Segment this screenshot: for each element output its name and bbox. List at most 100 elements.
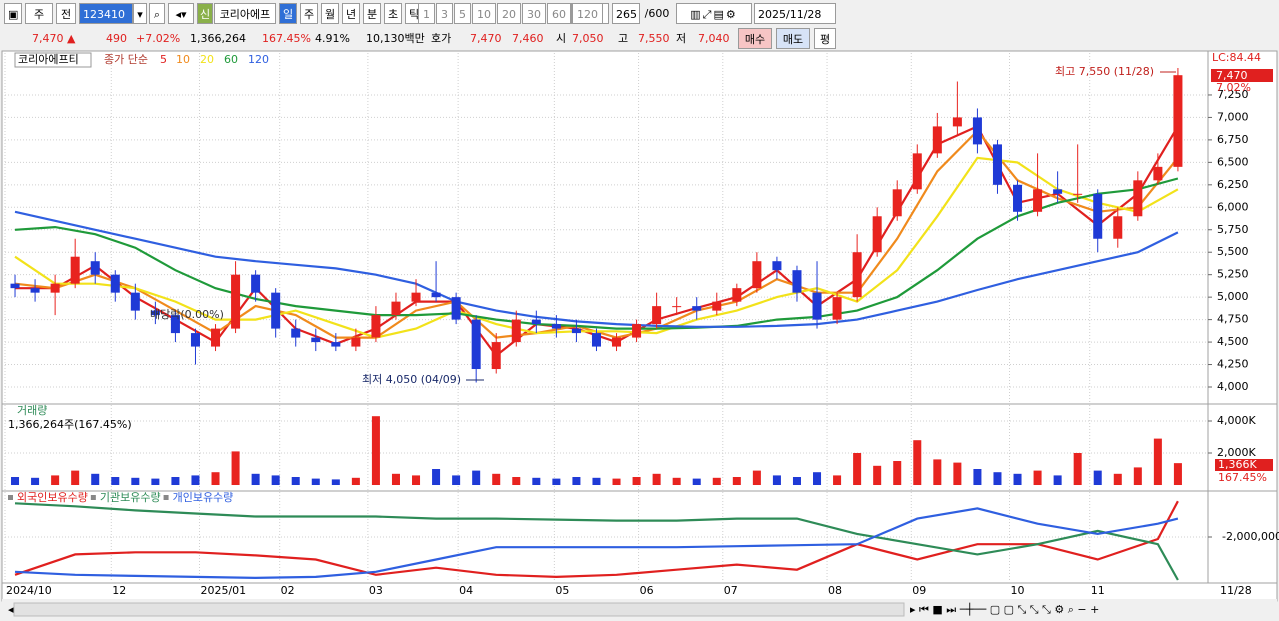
- volume-bar: [131, 477, 140, 486]
- interval-button[interactable]: 60: [547, 3, 571, 24]
- candle-body: [852, 252, 862, 298]
- interval-button[interactable]: 1: [418, 3, 435, 24]
- code-input[interactable]: 123410: [79, 3, 133, 24]
- low: 7,040: [698, 32, 730, 45]
- tool-icons[interactable]: ▥⤢▤⚙: [676, 3, 752, 24]
- x-tick-label: 12: [112, 584, 126, 597]
- code-dropdown[interactable]: ▾: [133, 3, 147, 24]
- date-input[interactable]: 2025/11/28: [754, 3, 836, 24]
- volume-bar: [873, 465, 882, 486]
- y-tick-label: 5,250: [1217, 268, 1249, 281]
- y-tick-label: 4,500: [1217, 335, 1249, 348]
- holding-line: [14, 500, 1179, 579]
- search-button[interactable]: ⌕: [149, 3, 165, 24]
- volume-bar: [672, 477, 681, 486]
- menu-icon[interactable]: ▣: [4, 3, 22, 24]
- volume-bar: [1053, 475, 1062, 486]
- period-tab[interactable]: 년: [342, 3, 360, 24]
- volume-bar: [732, 477, 741, 486]
- legend-entry: 개인보유수량: [173, 491, 234, 504]
- y-tick-label: 5,000: [1217, 290, 1249, 303]
- volume-bar: [552, 478, 561, 486]
- sound-button[interactable]: ◂▾: [168, 3, 194, 24]
- x-tick-label: 06: [640, 584, 654, 597]
- interval-button[interactable]: 10: [472, 3, 496, 24]
- period-tab[interactable]: 일: [279, 3, 297, 24]
- candle-body: [1173, 75, 1183, 167]
- buy-button[interactable]: 매수: [738, 28, 772, 49]
- y-tick-label: 6,750: [1217, 133, 1249, 146]
- volume-bar: [652, 473, 661, 486]
- open: 7,050: [572, 32, 604, 45]
- legend-swatch: [90, 495, 96, 500]
- scroll-thumb[interactable]: [13, 602, 905, 617]
- period-tab[interactable]: 분: [363, 3, 381, 24]
- interval-button[interactable]: 5: [454, 3, 471, 24]
- candle-body: [612, 337, 622, 347]
- y-tick-label: 5,500: [1217, 245, 1249, 258]
- candle-body: [952, 117, 962, 127]
- count-max: /600: [644, 7, 670, 20]
- y-tick-label: 4,750: [1217, 313, 1249, 326]
- candle-body: [1093, 193, 1103, 239]
- scroll-controls[interactable]: ▸ ⏮ ■ ⏭ ─┼── ▢ ▢ ⤡ ⤡ ⤡ ⚙ ⌕ − +: [910, 602, 1099, 616]
- volume-bar: [151, 478, 160, 486]
- annotation: 최고 7,550 (11/28): [1055, 65, 1154, 78]
- candle-body: [391, 301, 401, 316]
- volume-bar: [913, 440, 922, 486]
- candle-body: [692, 306, 702, 311]
- y-tick-label: 4,000: [1217, 380, 1249, 393]
- price: 7,470 ▲: [32, 32, 76, 45]
- interval-button[interactable]: 20: [497, 3, 521, 24]
- market-select[interactable]: 주: [25, 3, 53, 24]
- volume-bar: [712, 477, 721, 486]
- period-tab[interactable]: 초: [384, 3, 402, 24]
- volume-bar: [251, 473, 260, 486]
- x-tick-label: 09: [912, 584, 926, 597]
- period-tab[interactable]: 월: [321, 3, 339, 24]
- avg-button[interactable]: 평: [814, 28, 836, 49]
- y-tick-label: 6,000: [1217, 200, 1249, 213]
- count-input[interactable]: 265: [612, 3, 640, 24]
- change-pct: +7.02%: [136, 32, 181, 45]
- legend-entry: 20: [200, 53, 214, 66]
- amount: 10,130백만: [366, 32, 425, 45]
- volume-bar: [933, 459, 942, 486]
- x-tick-label: 2025/01: [200, 584, 246, 597]
- y-tick-label: 7,250: [1217, 88, 1249, 101]
- candle-body: [211, 328, 221, 347]
- interval-button[interactable]: 30: [522, 3, 546, 24]
- candle-body: [190, 333, 200, 347]
- volume-bar: [993, 472, 1002, 486]
- volume-bar: [1153, 438, 1162, 486]
- stock-name: 코리아에프: [214, 3, 276, 24]
- price-label-box: [1211, 69, 1273, 82]
- volume-bar: [1033, 470, 1042, 486]
- volume-bar: [572, 477, 581, 486]
- candle-body: [130, 292, 140, 311]
- volume-ratio: 167.45%: [262, 32, 311, 45]
- candle-body: [50, 283, 60, 293]
- volume-bar: [231, 451, 240, 486]
- high-label: 고: [618, 32, 629, 45]
- candle-body: [531, 319, 541, 325]
- volume-bar: [692, 478, 701, 486]
- volume-bar: [51, 475, 60, 486]
- candle-body: [1073, 193, 1083, 195]
- period-tab[interactable]: 주: [300, 3, 318, 24]
- volume-bar: [592, 477, 601, 486]
- volume-bar: [893, 461, 902, 486]
- candle-body: [431, 292, 441, 298]
- candle-body: [271, 292, 281, 329]
- legend-swatch: [8, 495, 13, 500]
- interval-button[interactable]: 3: [436, 3, 453, 24]
- interval-button[interactable]: 120: [572, 3, 603, 24]
- candle-body: [110, 274, 120, 293]
- candle-body: [170, 315, 180, 334]
- candle-body: [772, 261, 782, 271]
- mode-button[interactable]: 전: [56, 3, 76, 24]
- scroll-left[interactable]: ◂: [8, 603, 14, 616]
- volume-bar: [953, 462, 962, 486]
- sell-button[interactable]: 매도: [776, 28, 810, 49]
